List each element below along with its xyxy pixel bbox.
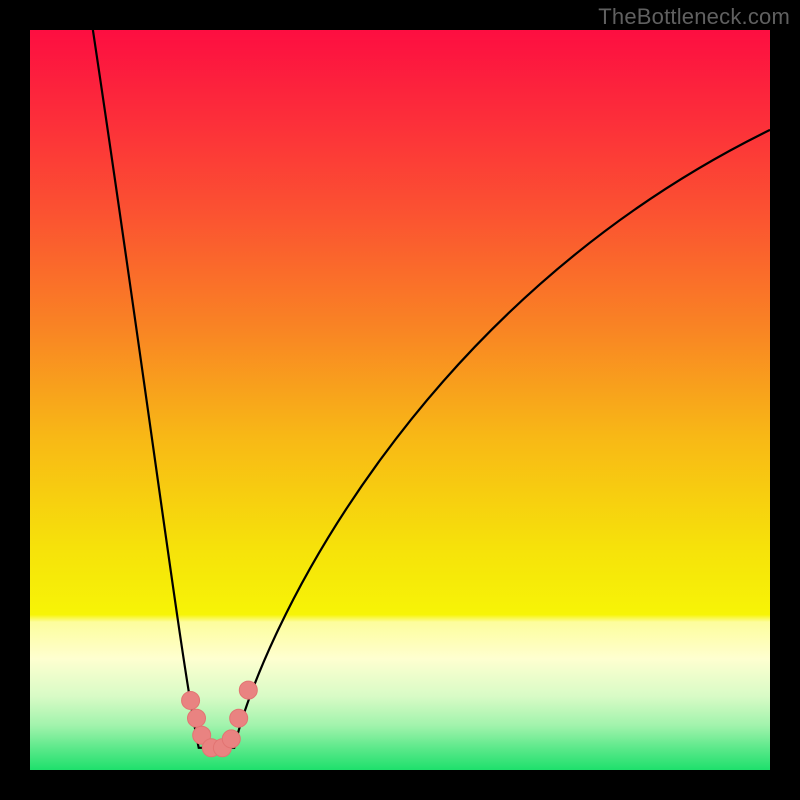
chart-container: TheBottleneck.com xyxy=(0,0,800,800)
gradient-background xyxy=(30,30,770,770)
data-marker xyxy=(182,691,200,709)
data-marker xyxy=(239,681,257,699)
data-marker xyxy=(222,730,240,748)
bottleneck-chart xyxy=(0,0,800,800)
data-marker xyxy=(188,709,206,727)
watermark-text: TheBottleneck.com xyxy=(598,4,790,30)
data-marker xyxy=(230,709,248,727)
